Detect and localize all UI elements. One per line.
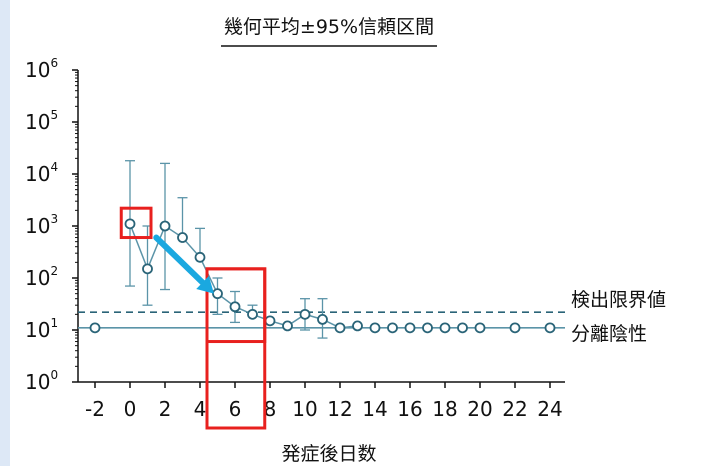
highlight-box-decline-extended bbox=[205, 267, 267, 430]
data-point bbox=[387, 322, 398, 334]
data-point bbox=[544, 322, 556, 334]
y-tick-label: 104 bbox=[25, 160, 58, 186]
y-tick-label: 102 bbox=[25, 264, 58, 290]
highlight-box-peak bbox=[119, 206, 153, 240]
arrow-shaft bbox=[153, 234, 206, 286]
x-axis-label: 発症後日数 bbox=[281, 443, 376, 465]
detection-limit-label: 検出限界値 bbox=[571, 289, 666, 311]
data-point bbox=[457, 322, 468, 334]
y-tick-label: 101 bbox=[25, 316, 58, 342]
y-tick-label: 100 bbox=[25, 368, 58, 394]
data-point bbox=[142, 263, 153, 275]
x-tick-label: 14 bbox=[362, 397, 387, 421]
data-point bbox=[474, 322, 486, 334]
x-tick-label: 4 bbox=[194, 397, 207, 421]
x-tick-label: 18 bbox=[432, 397, 457, 421]
chart-svg: 幾何平均±95%信頼区間 発症後日数 検出限界値 分離陰性 1001011021… bbox=[25, 16, 666, 465]
data-point bbox=[264, 315, 276, 327]
chart-frame: 幾何平均±95%信頼区間 発症後日数 検出限界値 分離陰性 100 101 102 1… bbox=[10, 0, 702, 466]
x-tick-label: 10 bbox=[292, 397, 317, 421]
data-point bbox=[247, 308, 258, 320]
data-point bbox=[229, 301, 241, 313]
data-point bbox=[89, 322, 101, 334]
data-point bbox=[124, 218, 136, 230]
data-point bbox=[212, 288, 223, 300]
x-tick-label: 8 bbox=[264, 397, 277, 421]
x-tick-label: 22 bbox=[502, 397, 527, 421]
x-tick-label: -2 bbox=[85, 397, 105, 421]
x-tick-label: 12 bbox=[327, 397, 352, 421]
data-point bbox=[439, 322, 451, 334]
data-point bbox=[299, 308, 311, 320]
data-point bbox=[422, 322, 433, 334]
x-tick-label: 24 bbox=[537, 397, 562, 421]
data-point bbox=[194, 251, 206, 263]
chart-title: 幾何平均±95%信頼区間 bbox=[224, 16, 434, 38]
data-point bbox=[334, 322, 346, 334]
data-point bbox=[352, 320, 363, 332]
x-tick-label: 16 bbox=[397, 397, 422, 421]
data-point bbox=[177, 232, 188, 243]
data-point bbox=[404, 322, 416, 334]
y-tick-label: 103 bbox=[25, 212, 58, 238]
data-point bbox=[317, 313, 328, 325]
data-point bbox=[159, 220, 171, 232]
x-tick-label: 20 bbox=[467, 397, 492, 421]
y-tick-label: 106 bbox=[25, 56, 58, 82]
x-tick-label: 6 bbox=[229, 397, 242, 421]
x-tick-label: 0 bbox=[124, 397, 137, 421]
x-tick-label: 2 bbox=[159, 397, 172, 421]
isolation-negative-label: 分離陰性 bbox=[571, 323, 647, 345]
data-point bbox=[509, 322, 521, 334]
arrow-head bbox=[196, 276, 214, 294]
data-point bbox=[369, 322, 381, 334]
data-point bbox=[282, 320, 293, 332]
y-tick-label: 105 bbox=[25, 108, 58, 134]
